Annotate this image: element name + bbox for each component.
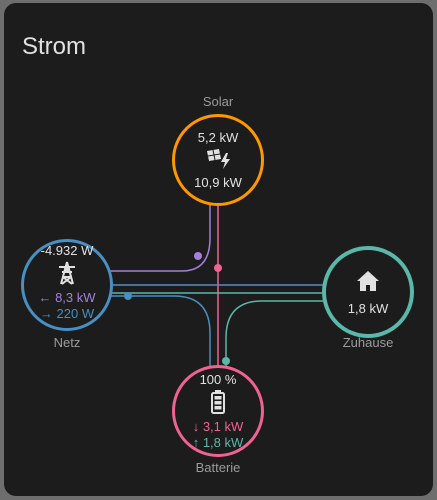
battery-label: Batterie: [195, 460, 241, 475]
solar-label: Solar: [202, 94, 234, 109]
battery-icon: [211, 389, 225, 417]
solar-value-bottom: 10,9 kW: [194, 174, 242, 190]
flow-dot-blue: [124, 292, 132, 300]
home-label: Zuhause: [342, 335, 394, 350]
flow-dot-pink: [214, 264, 222, 272]
home-icon: [356, 270, 380, 295]
grid-return-value: ← 8,3 kW: [38, 289, 96, 305]
flow-battery-to-home: [225, 300, 326, 368]
solar-node[interactable]: 5,2 kW 10,9 kW: [172, 114, 264, 206]
battery-state-of-charge: 100 %: [199, 371, 237, 387]
flow-grid-to-battery: [108, 295, 211, 368]
grid-consumption-value: → 220 W: [39, 305, 95, 321]
flow-solar-to-grid: [108, 203, 211, 272]
flow-dot-teal: [222, 357, 230, 365]
battery-discharge-value: ↓ 3,1 kW: [192, 418, 244, 434]
transmission-tower-icon: [56, 261, 78, 288]
solar-power-icon: [204, 148, 232, 173]
flow-lines: [108, 203, 326, 368]
battery-charge-value: ↑ 1,8 kW: [192, 434, 244, 450]
solar-value-top: 5,2 kW: [197, 129, 239, 145]
card-title: Strom: [22, 33, 87, 60]
flow-dot-purple: [194, 252, 202, 260]
grid-value-total: -4.932 W: [40, 242, 94, 258]
grid-label: Netz: [53, 335, 81, 350]
energy-flow-card: Strom Solar 5,2 kW 10,9 kW: [4, 3, 433, 496]
battery-node[interactable]: 100 % ↓ 3,1 kW ↑ 1,8 kW: [172, 365, 264, 457]
grid-node[interactable]: -4.932 W ← 8,3 kW → 220 W: [21, 239, 113, 331]
home-value: 1,8 kW: [347, 300, 389, 316]
home-node[interactable]: 1,8 kW: [322, 246, 414, 338]
